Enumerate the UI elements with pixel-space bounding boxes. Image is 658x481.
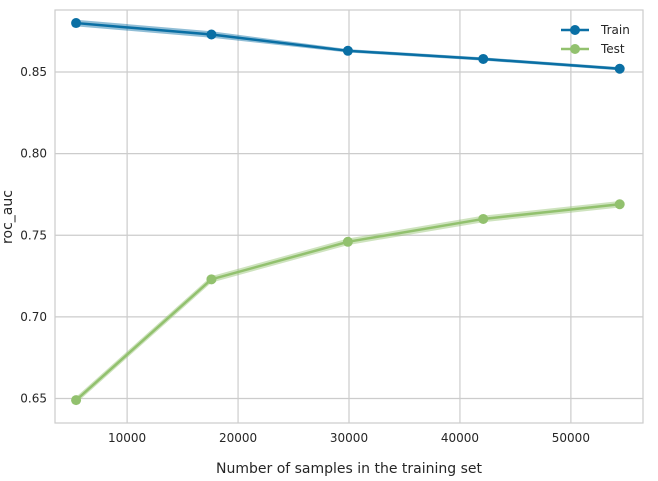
legend-test-marker (570, 44, 580, 54)
train-point (478, 53, 489, 64)
y-tick-label: 0.75 (20, 228, 47, 242)
test-point (206, 274, 217, 285)
series-points (71, 18, 625, 406)
y-tick-label: 0.65 (20, 392, 47, 406)
legend-train-marker (570, 25, 580, 35)
x-tick-labels: 10000 20000 30000 40000 50000 (108, 431, 590, 445)
train-point (342, 45, 353, 56)
x-axis-label: Number of samples in the training set (216, 461, 483, 477)
test-point (614, 199, 625, 210)
y-tick-label: 0.80 (20, 147, 47, 161)
legend-train-label: Train (600, 23, 630, 37)
y-axis-label: roc_auc (0, 190, 16, 244)
x-tick-label: 30000 (330, 431, 368, 445)
x-tick-label: 20000 (219, 431, 257, 445)
train-point (614, 63, 625, 74)
y-tick-label: 0.70 (20, 310, 47, 324)
test-point (71, 395, 82, 406)
train-point (206, 29, 217, 40)
test-point (478, 213, 489, 224)
y-tick-labels: 0.65 0.70 0.75 0.80 0.85 (20, 65, 47, 405)
train-point (71, 18, 82, 29)
x-tick-label: 10000 (108, 431, 146, 445)
x-tick-label: 40000 (441, 431, 479, 445)
x-tick-label: 50000 (552, 431, 590, 445)
test-point (342, 236, 353, 247)
legend: Train Test (561, 23, 630, 56)
legend-test-label: Test (600, 42, 625, 56)
y-tick-label: 0.85 (20, 65, 47, 79)
